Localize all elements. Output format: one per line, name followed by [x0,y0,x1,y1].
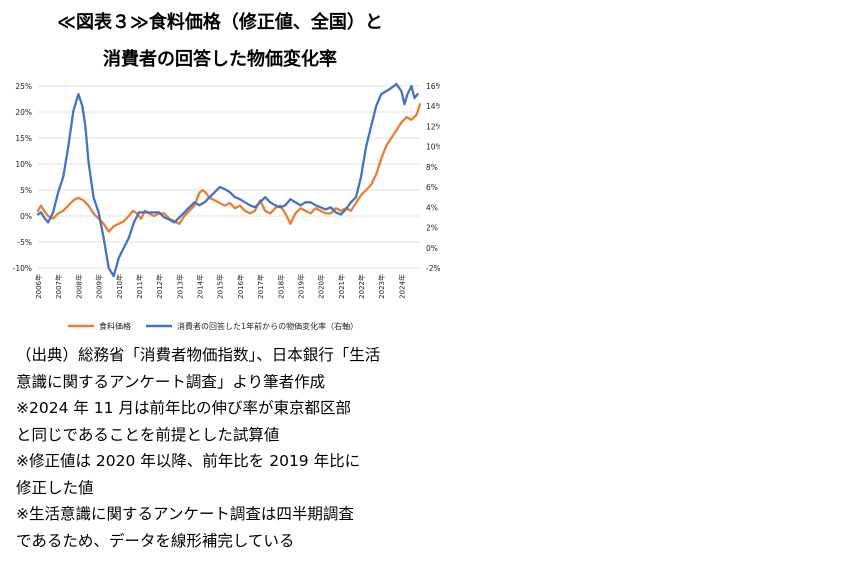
right-tick-label: 16% [426,82,440,91]
x-tick-label: 2007年 [54,274,63,299]
legend-label-1: 食料価格 [99,321,131,331]
x-tick-label: 2020年 [317,274,326,299]
series-lines [36,82,422,278]
x-tick-label: 2009年 [95,274,104,299]
x-tick-label: 2010年 [115,274,124,299]
left-tick-label: -5% [17,238,32,247]
left-tick-label: 15% [15,134,32,143]
x-tick-label: 2015年 [216,274,225,299]
right-tick-label: 2% [426,224,438,233]
x-tick-label: 2016年 [236,274,245,299]
right-tick-label: 10% [426,143,440,152]
x-tick-label: 2013年 [175,274,184,299]
left-tick-label: 20% [15,108,32,117]
x-tick-label: 2012年 [155,274,164,299]
note-line-6: 修正した値 [16,478,94,497]
left-tick-label: 5% [20,186,32,195]
note-line-7: ※生活意識に関するアンケート調査は四半期調査 [16,505,354,523]
note-line-3: ※2024 年 11 月は前年比の伸び率が東京都区部 [16,399,351,417]
x-tick-label: 2023年 [377,274,386,299]
note-line-4: と同じであることを前提とした試算値 [16,425,280,444]
note-line-5: ※修正値は 2020 年以降、前年比を 2019 年比に [16,452,361,470]
left-tick-label: 0% [20,212,32,221]
x-tick-label: 2008年 [74,274,83,299]
right-tick-label: 6% [426,183,438,192]
left-tick-label: 10% [15,160,32,169]
legend-label-2: 消費者の回答した1年前からの物価変化率（右軸） [177,321,358,331]
right-tick-label: 0% [426,244,438,253]
x-tick-label: 2017年 [256,274,265,299]
note-line-8: であるため、データを線形補完している [16,531,295,550]
x-tick-label: 2006年 [34,274,43,299]
legend: 食料価格 消費者の回答した1年前からの物価変化率（右軸） [68,321,358,331]
right-axis-ticks: 16% 14% 12% 10% 8% 6% 4% 2% 0% -2% [426,82,440,273]
left-tick-label: 25% [15,82,32,91]
right-tick-label: 14% [426,102,440,111]
x-tick-label: 2021年 [337,274,346,299]
right-tick-label: 12% [426,122,440,131]
x-tick-label: 2011年 [135,274,144,299]
source-notes: （出典）総務省「消費者物価指数」、日本銀行「生活 意識に関するアンケート調査」よ… [16,342,436,554]
x-tick-label: 2018年 [276,274,285,299]
chart-title-line1: ≪図表３≫食料価格（修正値、全国）と [57,12,383,33]
x-tick-label: 2022年 [357,274,366,299]
left-axis-ticks: 25% 20% 15% 10% 5% 0% -5% -10% [13,82,32,273]
x-tick-label: 2024年 [397,274,406,299]
x-axis-ticks: 2006年 2007年 2008年 2009年 2010年 2011年 2012年 2013年… [34,274,406,299]
line-chart: 25% 20% 15% 10% 5% 0% -5% -10% 16% 14% 12% 10% 8% 6%… [13,82,440,331]
chart-title-line2: 消費者の回答した物価変化率 [103,49,337,70]
left-tick-label: -10% [13,264,32,273]
note-line-1: （出典）総務省「消費者物価指数」、日本銀行「生活 [16,346,381,364]
x-tick-label: 2019年 [296,274,305,299]
right-tick-label: -2% [426,264,440,273]
right-tick-label: 8% [426,163,438,172]
right-tick-label: 4% [426,203,438,212]
note-line-2: 意識に関するアンケート調査」より筆者作成 [16,372,326,391]
gridlines [38,85,420,269]
series-line-2 [36,82,419,278]
x-tick-label: 2014年 [196,274,205,299]
